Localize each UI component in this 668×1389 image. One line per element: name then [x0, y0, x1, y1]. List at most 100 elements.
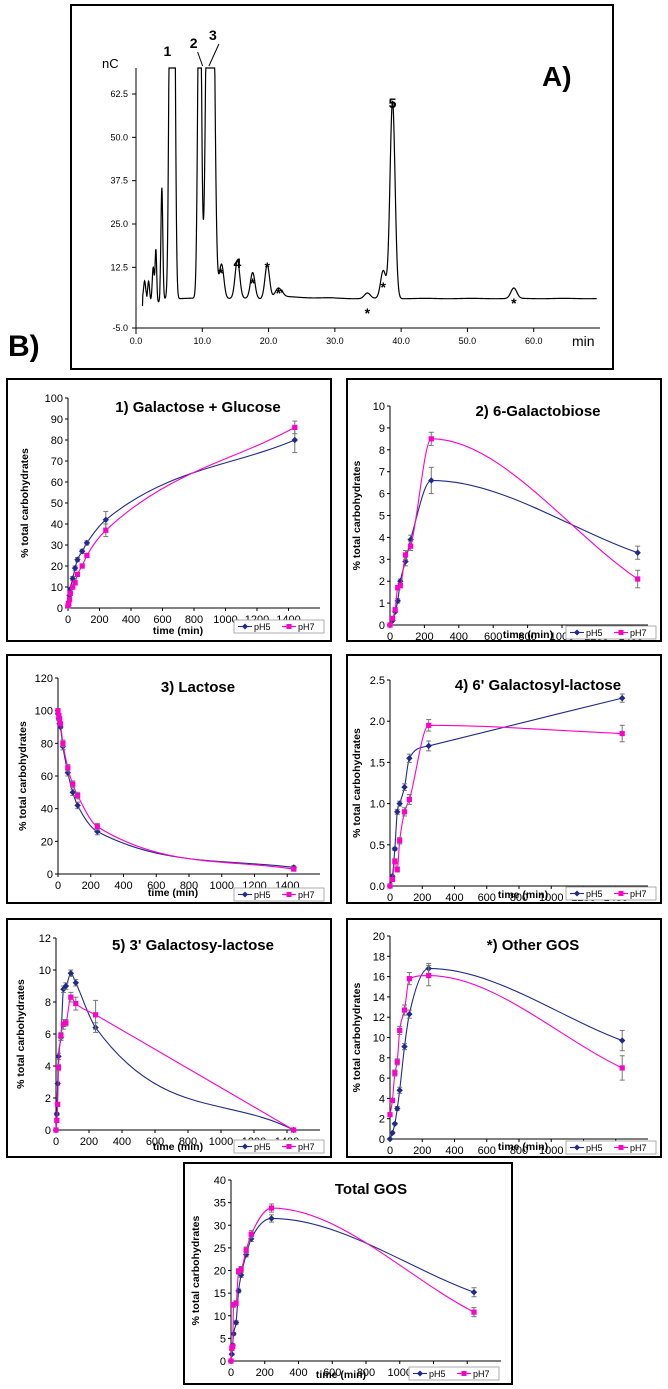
legend-marker-ph7	[286, 624, 292, 629]
point-ph7	[471, 1309, 477, 1315]
chart-galactobiose: 2) 6-Galactobiose 0 1 2 3 4 5 6 7 8 9 10 0 200 400 600 8…	[351, 401, 657, 640]
point-ph5	[268, 1215, 275, 1222]
y-tick-label: 1.5	[370, 757, 385, 769]
y-axis-label: % total carbohydrates	[190, 1215, 202, 1325]
y-tick-label: 120	[35, 673, 53, 685]
y-tick-label: 3	[379, 554, 385, 566]
series-line-ph7	[67, 426, 296, 607]
point-ph7	[428, 436, 434, 442]
point-ph5	[74, 802, 81, 809]
y-tick-label: 0	[57, 603, 63, 615]
y-tick-label: 10	[373, 1033, 385, 1045]
y-tick-label: 9	[379, 423, 385, 435]
point-ph7	[63, 1020, 69, 1026]
x-tick-label: 600	[478, 892, 496, 902]
legend-marker-ph5	[242, 623, 248, 630]
legend-label-ph7: pH7	[298, 890, 315, 900]
x-axis-label: time (min)	[498, 889, 548, 901]
point-ph7	[292, 424, 298, 430]
x-tick-label: 800	[510, 892, 528, 902]
point-ph7	[53, 1127, 59, 1133]
point-ph7	[387, 883, 393, 889]
y-tick-label: 14	[373, 992, 385, 1004]
x-tick-label: 0	[65, 614, 71, 626]
point-ph7	[392, 1070, 398, 1076]
point-ph7	[408, 543, 414, 549]
x-tick-label: 800	[357, 1367, 375, 1379]
x-tick-label: 1000	[539, 1145, 563, 1156]
legend-label-ph7: pH7	[630, 1143, 647, 1153]
legend-marker-ph5	[574, 890, 580, 897]
point-ph7	[57, 721, 64, 727]
legend-label-ph7: pH7	[298, 622, 315, 632]
peak-arrow-2	[197, 51, 204, 67]
x-tick-label: 0	[228, 1367, 234, 1379]
point-ph7	[233, 1300, 239, 1306]
point-ph7	[70, 584, 76, 590]
y-tick-label: 8	[379, 1053, 385, 1065]
legend-marker-ph7	[618, 630, 624, 635]
y-tick-label: 8	[45, 997, 51, 1009]
panel-galactose-glucose: 1) Galactose + Glucose 0 10 20 30 40 50 60 70 80 9…	[6, 378, 332, 642]
y-axis-label: % total carbohydrates	[17, 721, 29, 831]
x-tick-label: 30.0	[326, 336, 344, 346]
x-tick-label: 600	[147, 880, 165, 892]
x-tick-label: 400	[289, 1367, 307, 1379]
legend-label-ph5: pH5	[586, 628, 603, 638]
y-tick-label: 25.0	[110, 219, 128, 229]
panel-a-label: A)	[542, 61, 572, 92]
x-tick-label: 600	[484, 631, 502, 640]
point-ph7	[387, 1112, 393, 1118]
x-axis-label: time (min)	[316, 1369, 366, 1381]
legend-label-ph5: pH5	[429, 1369, 446, 1379]
x-tick-label: 600	[146, 1136, 164, 1148]
point-ph7	[73, 1001, 79, 1007]
series-line-ph5	[55, 972, 294, 1131]
y-tick-label: 16	[373, 972, 385, 984]
x-tick-label: 0	[53, 1136, 59, 1148]
chart-title: 4) 6' Galactosyl-lactose	[455, 677, 621, 694]
y-tick-label: 60	[51, 477, 63, 489]
asterisk-marker: *	[511, 295, 517, 311]
asterisk-marker: *	[265, 259, 271, 275]
x-tick-label: 600	[323, 1367, 341, 1379]
point-ph7	[619, 1065, 625, 1071]
asterisk-marker: *	[381, 279, 387, 295]
panel-galactosyl-lactose-6: 4) 6' Galactosyl-lactose 0.0 0.5 1.0 1.5 2.0 2…	[346, 654, 662, 904]
point-ph7	[291, 1127, 297, 1133]
y-tick-label: 5	[220, 1333, 226, 1345]
series-line-ph7	[55, 996, 294, 1131]
y-axis-label: % total carbohydrates	[15, 979, 27, 1089]
chart-title: *) Other GOS	[487, 937, 580, 954]
point-ph5	[391, 845, 399, 853]
legend-marker-ph7	[286, 892, 292, 897]
peak-arrow-3	[208, 43, 220, 67]
x-axis-label: time (min)	[498, 1141, 548, 1153]
point-ph5	[396, 1087, 403, 1094]
x-tick-label: 40.0	[392, 336, 410, 346]
point-ph7	[402, 552, 409, 558]
point-ph5	[634, 549, 641, 556]
asterisk-marker: *	[250, 275, 256, 291]
y-tick-label: 0	[379, 1134, 385, 1146]
y-tick-label: 0	[220, 1356, 226, 1368]
point-ph7	[79, 563, 85, 569]
chart-title: 5) 3' Galactosy-lactose	[112, 937, 274, 954]
y-tick-label: 40	[51, 519, 63, 531]
x-tick-label: 0	[55, 880, 61, 892]
point-ph7	[72, 580, 78, 586]
point-ph7	[406, 796, 412, 803]
panel-b-label: B)	[8, 330, 40, 363]
x-tick-label: 1000	[213, 614, 237, 626]
legend-label-ph7: pH7	[630, 889, 647, 899]
point-ph7	[74, 571, 81, 577]
point-ph7	[401, 1007, 408, 1013]
point-ph7	[70, 781, 76, 787]
x-tick-label: 200	[90, 614, 108, 626]
point-ph5	[64, 769, 72, 776]
x-tick-label: 400	[122, 614, 140, 626]
y-tick-label: 25	[214, 1243, 226, 1255]
x-axis-label: time (min)	[153, 1141, 203, 1153]
x-tick-label: 400	[113, 1136, 131, 1148]
